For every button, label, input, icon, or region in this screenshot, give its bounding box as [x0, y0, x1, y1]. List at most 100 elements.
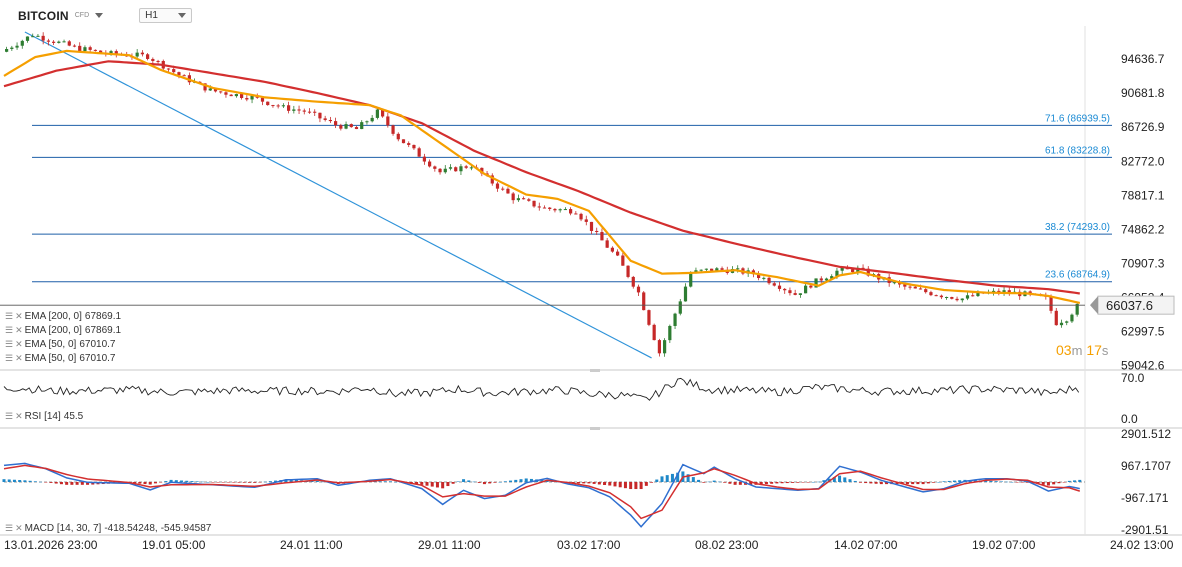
macd-histogram-bar — [23, 480, 27, 482]
macd-histogram-bar — [268, 481, 272, 482]
macd-histogram-bar — [791, 482, 795, 483]
candle-body — [375, 109, 379, 118]
legend-ema200-a[interactable]: ☰ ✕ EMA [200, 0] 67869.1 — [5, 311, 121, 322]
candle-body — [851, 269, 855, 273]
macd-histogram-bar — [185, 480, 189, 482]
candle-body — [574, 213, 578, 215]
candle-body — [636, 286, 641, 293]
candle-body — [354, 127, 359, 130]
candle-body — [328, 119, 332, 122]
candle-body — [135, 52, 139, 57]
macd-histogram-bar — [717, 481, 721, 483]
settings-icon[interactable]: ☰ — [5, 311, 13, 321]
settings-icon[interactable]: ☰ — [5, 325, 13, 335]
candle-body — [146, 54, 150, 59]
macd-histogram-bar — [634, 482, 638, 490]
settings-icon[interactable]: ☰ — [5, 523, 13, 533]
pane-resize-handle[interactable] — [590, 369, 600, 372]
legend-ema50-a[interactable]: ☰ ✕ EMA [50, 0] 67010.7 — [5, 339, 115, 350]
candle-body — [386, 116, 390, 126]
macd-histogram-bar — [639, 482, 643, 490]
legend-rsi[interactable]: ☰ ✕ RSI [14] 45.5 — [5, 411, 83, 422]
candle-body — [965, 295, 970, 299]
macd-histogram-bar — [477, 482, 481, 483]
legend-value: 67869.1 — [84, 325, 122, 336]
candle-body — [234, 94, 238, 97]
settings-icon[interactable]: ☰ — [5, 411, 13, 421]
macd-histogram-bar — [18, 480, 22, 482]
macd-histogram-bar — [2, 479, 6, 482]
macd-histogram-bar — [973, 480, 977, 482]
legend-ema200-b[interactable]: ☰ ✕ EMA [200, 0] 67869.1 — [5, 325, 121, 336]
macd-histogram-bar — [911, 482, 915, 485]
candle-body — [652, 324, 656, 341]
candle-body — [166, 68, 171, 70]
candle-body — [1065, 321, 1069, 323]
legend-ema50-b[interactable]: ☰ ✕ EMA [50, 0] 67010.7 — [5, 353, 115, 364]
candle-body — [522, 198, 526, 200]
candle-body — [835, 270, 839, 277]
candle-body — [631, 276, 635, 287]
candle-body — [271, 105, 275, 107]
candle-body — [407, 143, 411, 145]
macd-histogram-bar — [524, 478, 528, 482]
macd-histogram-bar — [39, 481, 43, 483]
macd-histogram-bar — [660, 476, 664, 482]
candle-body — [370, 117, 374, 122]
candle-body — [213, 88, 218, 92]
close-icon[interactable]: ✕ — [15, 311, 22, 321]
symbol-name[interactable]: BITCOIN — [18, 8, 69, 23]
macd-histogram-bar — [415, 482, 419, 485]
settings-icon[interactable]: ☰ — [5, 339, 13, 349]
macd-histogram-bar — [514, 479, 518, 482]
close-icon[interactable]: ✕ — [15, 353, 22, 363]
timeframe-select[interactable]: H1 — [139, 8, 192, 23]
macd-histogram-bar — [1052, 482, 1056, 485]
candle-body — [391, 125, 395, 134]
close-icon[interactable]: ✕ — [15, 325, 22, 335]
legend-label: EMA [50, 0] — [24, 339, 77, 350]
candle-body — [767, 277, 771, 284]
candle-body — [156, 60, 160, 62]
candle-body — [41, 35, 45, 41]
macd-histogram-bar — [169, 479, 173, 482]
macd-histogram-bar — [999, 481, 1003, 482]
close-icon[interactable]: ✕ — [15, 523, 22, 533]
legend-value: -418.54248, — [104, 523, 158, 534]
macd-histogram-bar — [780, 482, 784, 484]
candle-body — [814, 278, 818, 288]
macd-histogram-bar — [498, 482, 502, 483]
macd-histogram-bar — [394, 481, 398, 483]
candle-body — [929, 292, 933, 296]
settings-icon[interactable]: ☰ — [5, 353, 13, 363]
rsi-y-tick-label: 70.0 — [1121, 371, 1145, 385]
candle-body — [454, 167, 458, 172]
candle-body — [428, 161, 432, 167]
macd-histogram-bar — [503, 481, 507, 482]
pane-resize-handle[interactable] — [590, 427, 600, 430]
candle-body — [339, 125, 343, 129]
candle-body — [412, 144, 416, 149]
candle-body — [1028, 291, 1032, 294]
symbol-dropdown-caret-icon[interactable] — [95, 13, 104, 18]
candle-body — [302, 110, 306, 112]
close-icon[interactable]: ✕ — [15, 339, 22, 349]
candle-body — [297, 109, 301, 111]
macd-histogram-bar — [247, 482, 251, 483]
macd-histogram-bar — [65, 482, 69, 485]
candle-body — [824, 278, 829, 281]
macd-y-tick-label: 2901.512 — [1121, 427, 1171, 441]
candle-body — [318, 112, 322, 119]
x-tick-label: 08.02 23:00 — [695, 538, 759, 552]
candle-body — [25, 36, 30, 41]
close-icon[interactable]: ✕ — [15, 411, 22, 421]
timer-minutes: 03 — [1056, 342, 1072, 358]
macd-histogram-bar — [174, 480, 178, 482]
macd-histogram-bar — [926, 482, 930, 484]
candle-body — [83, 47, 87, 52]
legend-macd[interactable]: ☰ ✕ MACD [14, 30, 7] -418.54248, -545.945… — [5, 523, 211, 534]
candle-body — [307, 111, 312, 113]
macd-histogram-bar — [806, 482, 810, 483]
